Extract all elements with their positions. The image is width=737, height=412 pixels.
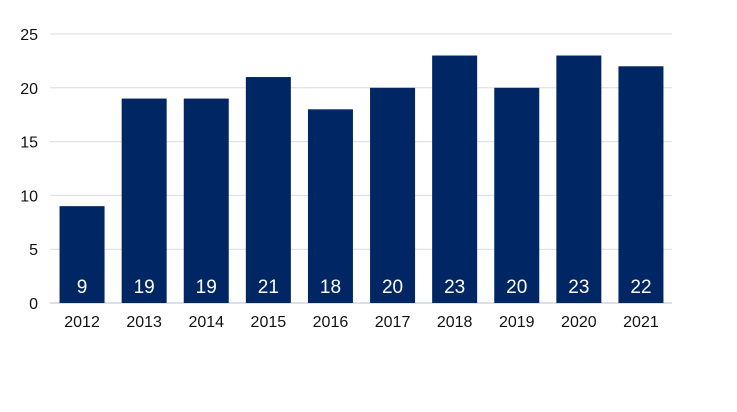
bar: [618, 66, 664, 303]
bar: [556, 55, 602, 303]
x-tick-label: 2015: [251, 314, 287, 331]
y-tick-label: 15: [20, 135, 38, 152]
x-tick-label: 2019: [499, 314, 535, 331]
y-tick-label: 20: [20, 81, 38, 98]
bar: [59, 206, 105, 303]
bar: [307, 109, 353, 303]
x-tick-label: 2021: [623, 314, 659, 331]
y-tick-label: 0: [29, 296, 38, 313]
data-label: 9: [77, 277, 88, 298]
x-tick-label: 2017: [375, 314, 411, 331]
bar: [245, 77, 291, 303]
x-tick-label: 2013: [126, 314, 162, 331]
y-tick-label: 25: [20, 27, 38, 44]
x-tick-label: 2014: [188, 314, 224, 331]
y-axis-ticks: 0 5 10 15 20 25: [20, 27, 38, 313]
bar: [432, 55, 478, 303]
data-label: 20: [506, 277, 527, 298]
data-label: 23: [568, 277, 589, 298]
x-tick-label: 2020: [561, 314, 597, 331]
bar: [494, 87, 540, 303]
data-label: 22: [630, 277, 651, 298]
x-axis-ticks: 2012 2013 2014 2015 2016 2017 2018 2019 2020 2021: [64, 314, 659, 331]
bar: [370, 87, 416, 303]
data-label: 23: [444, 277, 465, 298]
x-tick-label: 2012: [64, 314, 100, 331]
data-label: 21: [258, 277, 279, 298]
data-label: 18: [320, 277, 341, 298]
data-labels: 9 19 19 21 18 20 23 20 23 22: [77, 277, 652, 298]
x-tick-label: 2016: [313, 314, 349, 331]
data-label: 19: [196, 277, 217, 298]
data-label: 20: [382, 277, 403, 298]
y-tick-label: 10: [20, 188, 38, 205]
data-label: 19: [134, 277, 155, 298]
bar: [121, 98, 167, 303]
y-tick-label: 5: [29, 242, 38, 259]
bars: [59, 55, 664, 303]
bar: [183, 98, 229, 303]
x-tick-label: 2018: [437, 314, 473, 331]
